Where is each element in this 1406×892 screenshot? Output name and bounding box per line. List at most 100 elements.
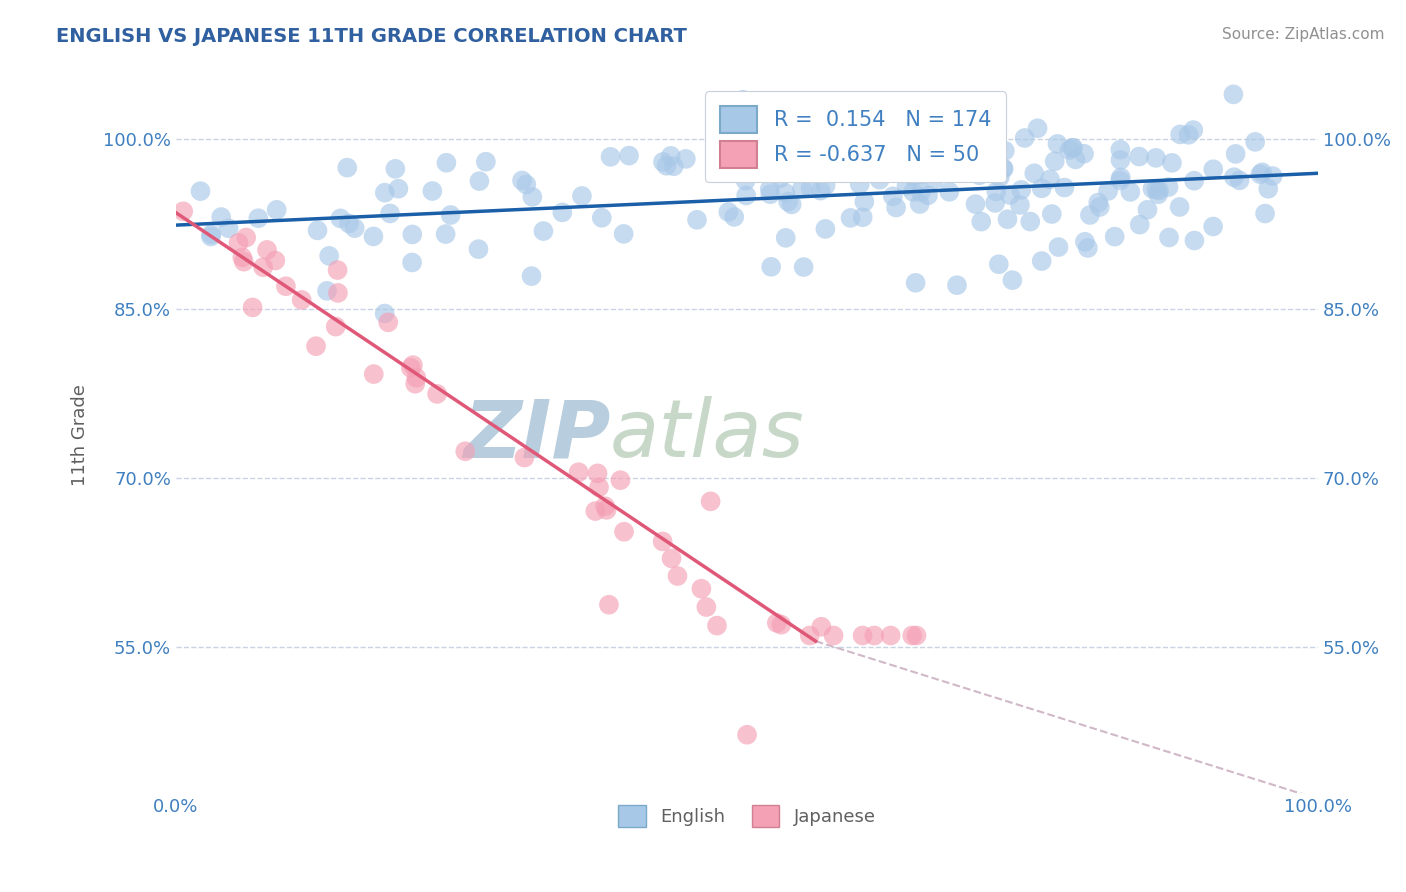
Point [1064,153,1087,167]
Point [810,184,832,198]
Point [1129,218,1152,232]
Point [731,93,754,107]
Point [959,129,981,144]
Point [1182,123,1205,137]
Point [1074,235,1097,249]
Point [1136,202,1159,217]
Point [231,251,253,265]
Point [531,224,554,238]
Point [1168,200,1191,214]
Point [593,500,616,514]
Point [337,217,360,231]
Point [1229,173,1251,187]
Point [817,161,839,176]
Legend: English, Japanese: English, Japanese [612,798,883,834]
Point [872,134,894,148]
Point [1254,206,1277,220]
Point [814,178,837,193]
Point [769,171,792,186]
Point [1024,166,1046,180]
Point [770,617,793,632]
Point [1161,156,1184,170]
Point [661,551,683,566]
Point [896,178,918,193]
Point [329,211,352,226]
Point [1078,208,1101,222]
Point [735,188,758,202]
Point [775,231,797,245]
Point [513,450,536,465]
Point [613,524,636,539]
Point [1202,162,1225,177]
Point [659,149,682,163]
Point [666,569,689,583]
Point [1073,146,1095,161]
Point [1014,131,1036,145]
Point [778,194,800,209]
Point [1031,254,1053,268]
Point [326,285,349,300]
Point [426,387,449,401]
Point [1184,234,1206,248]
Point [440,208,463,222]
Point [1109,170,1132,185]
Point [1177,128,1199,142]
Point [1077,241,1099,255]
Point [1047,240,1070,254]
Point [852,211,875,225]
Point [613,227,636,241]
Point [1097,184,1119,198]
Point [778,154,800,169]
Point [904,276,927,290]
Point [172,204,194,219]
Point [970,214,993,228]
Point [1053,180,1076,194]
Point [1062,141,1084,155]
Point [568,465,591,479]
Point [803,155,825,169]
Point [1182,174,1205,188]
Point [475,154,498,169]
Point [1109,173,1132,187]
Point [515,178,537,192]
Point [1225,147,1247,161]
Point [991,161,1014,175]
Point [591,211,613,225]
Point [1147,187,1170,202]
Point [232,254,254,268]
Point [905,628,928,642]
Point [200,227,222,242]
Point [988,170,1011,185]
Point [363,229,385,244]
Point [520,269,543,284]
Point [325,319,347,334]
Point [1043,154,1066,169]
Point [1157,230,1180,244]
Point [810,620,832,634]
Point [1031,181,1053,195]
Point [1087,195,1109,210]
Point [242,301,264,315]
Point [901,169,924,183]
Point [252,260,274,275]
Point [401,227,423,242]
Point [932,149,955,163]
Point [522,190,544,204]
Point [686,212,709,227]
Point [200,229,222,244]
Point [510,173,533,187]
Point [1059,143,1081,157]
Point [655,159,678,173]
Point [336,161,359,175]
Point [1147,184,1170,198]
Point [922,122,945,136]
Point [706,618,728,632]
Point [377,315,399,329]
Point [848,178,870,192]
Point [1026,121,1049,136]
Text: atlas: atlas [610,396,804,475]
Point [924,161,946,176]
Point [977,164,1000,178]
Point [853,194,876,209]
Point [901,185,924,199]
